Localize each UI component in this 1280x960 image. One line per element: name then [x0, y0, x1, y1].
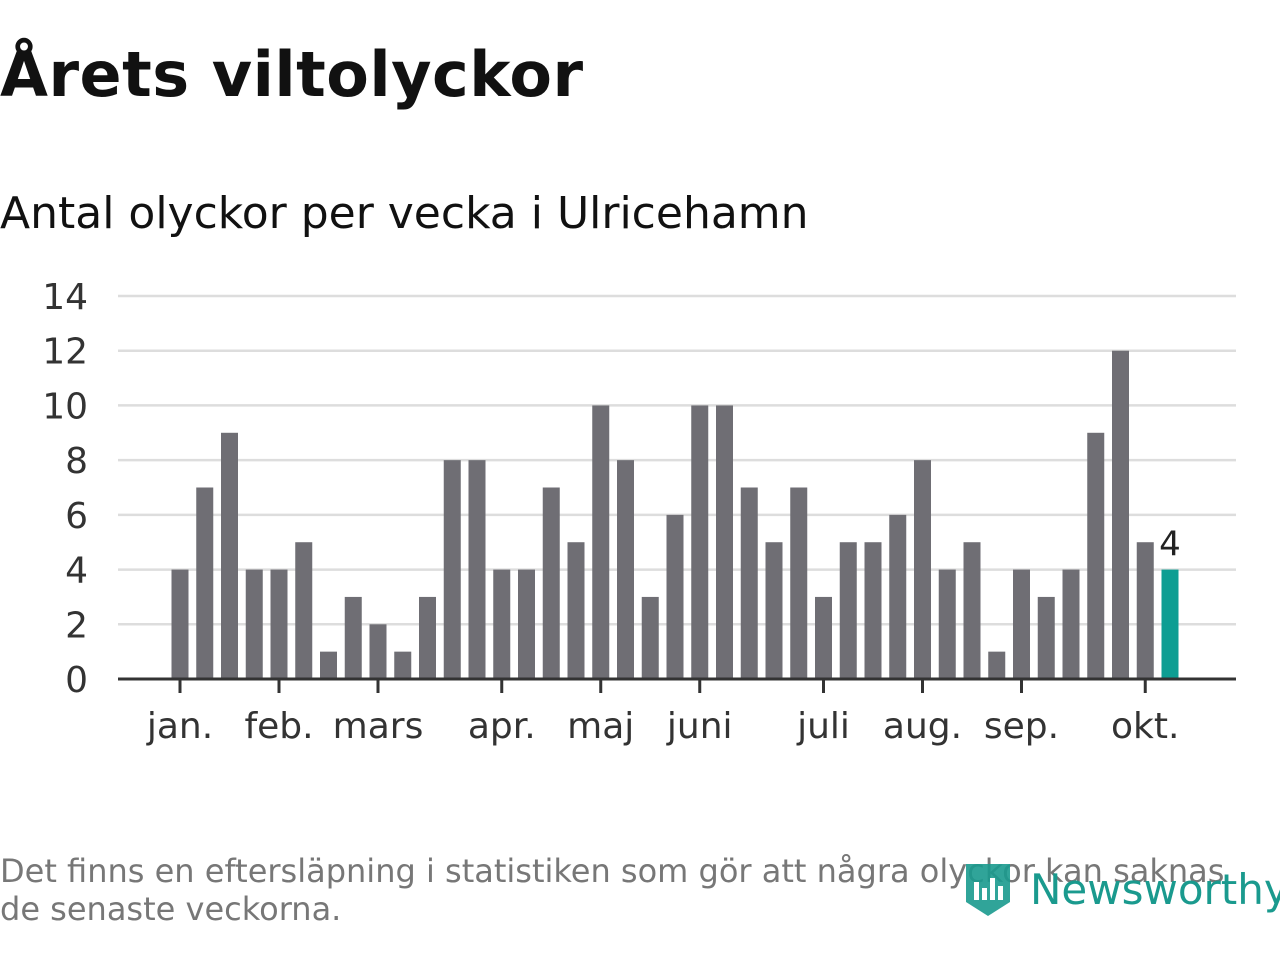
bar — [716, 405, 733, 679]
bar — [963, 542, 981, 679]
bar — [1087, 432, 1105, 679]
bar — [443, 460, 461, 679]
bar — [839, 542, 857, 679]
y-axis-ticks: 0 2 4 6 8 10 12 14 — [42, 277, 88, 701]
bar — [567, 542, 585, 679]
x-tick-label: sep. — [984, 706, 1059, 747]
x-tick-label: okt. — [1111, 706, 1179, 747]
y-tick-label: 12 — [42, 332, 88, 373]
bar — [320, 651, 337, 679]
bar — [815, 596, 832, 679]
y-tick-label: 6 — [65, 496, 88, 537]
bar — [666, 514, 684, 679]
footnote: Det finns en eftersläpning i statistiken… — [0, 852, 1225, 928]
bar — [592, 405, 610, 679]
x-axis-ticks: jan. feb. mars apr. maj juni juli aug. sep. okt. — [146, 679, 1179, 747]
y-tick-label: 2 — [65, 605, 88, 646]
bar — [1037, 596, 1055, 679]
bar — [518, 569, 535, 679]
bar — [171, 569, 189, 679]
bar — [740, 487, 758, 679]
bar — [914, 460, 931, 679]
bar — [196, 487, 214, 679]
y-tick-label: 14 — [42, 277, 88, 318]
y-tick-label: 10 — [42, 386, 88, 427]
bar — [369, 624, 387, 679]
bar — [1013, 569, 1030, 679]
y-tick-label: 8 — [65, 441, 88, 482]
bar — [468, 460, 486, 679]
y-tick-label: 0 — [65, 660, 88, 701]
x-tick-label: jan. — [146, 706, 213, 747]
chart-subtitle: Antal olyckor per vecka i Ulricehamn — [0, 188, 809, 239]
bar — [641, 596, 659, 679]
bar — [889, 514, 907, 679]
x-tick-label: apr. — [468, 706, 536, 747]
x-tick-label: juli — [796, 706, 850, 747]
x-tick-label: feb. — [244, 706, 313, 747]
x-tick-label: mars — [333, 706, 424, 747]
bar — [617, 460, 634, 679]
newsworthy-logo-icon — [966, 864, 1010, 916]
bar — [419, 596, 436, 679]
y-tick-label: 4 — [65, 551, 88, 592]
bar — [270, 569, 288, 679]
x-tick-label: juni — [666, 706, 733, 747]
newsworthy-logo-text: Newsworthy — [1030, 864, 1280, 914]
chart-title: Årets viltolyckor — [0, 38, 584, 111]
data-label: 4 — [1159, 525, 1181, 565]
bar — [245, 569, 263, 679]
bar — [691, 405, 709, 679]
bar — [938, 569, 956, 679]
bar — [295, 542, 313, 679]
bar — [1062, 569, 1080, 679]
bar — [1161, 569, 1179, 679]
data-labels: 4 — [1159, 525, 1181, 565]
bar — [864, 542, 882, 679]
bars — [171, 350, 1179, 679]
bar — [493, 569, 511, 679]
bar-chart: 0 2 4 6 8 10 12 14 4 jan. feb. mars apr. maj juni jul… — [42, 277, 1236, 747]
bar — [542, 487, 560, 679]
bar — [221, 432, 238, 679]
bar — [765, 542, 783, 679]
x-tick-label: maj — [567, 706, 634, 747]
x-tick-label: aug. — [883, 706, 962, 747]
bar — [790, 487, 808, 679]
bar — [988, 651, 1006, 679]
bar — [344, 596, 362, 679]
bar — [394, 651, 412, 679]
bar — [1136, 542, 1154, 679]
newsworthy-logo: Newsworthy — [962, 858, 1280, 920]
bar — [1112, 350, 1129, 679]
